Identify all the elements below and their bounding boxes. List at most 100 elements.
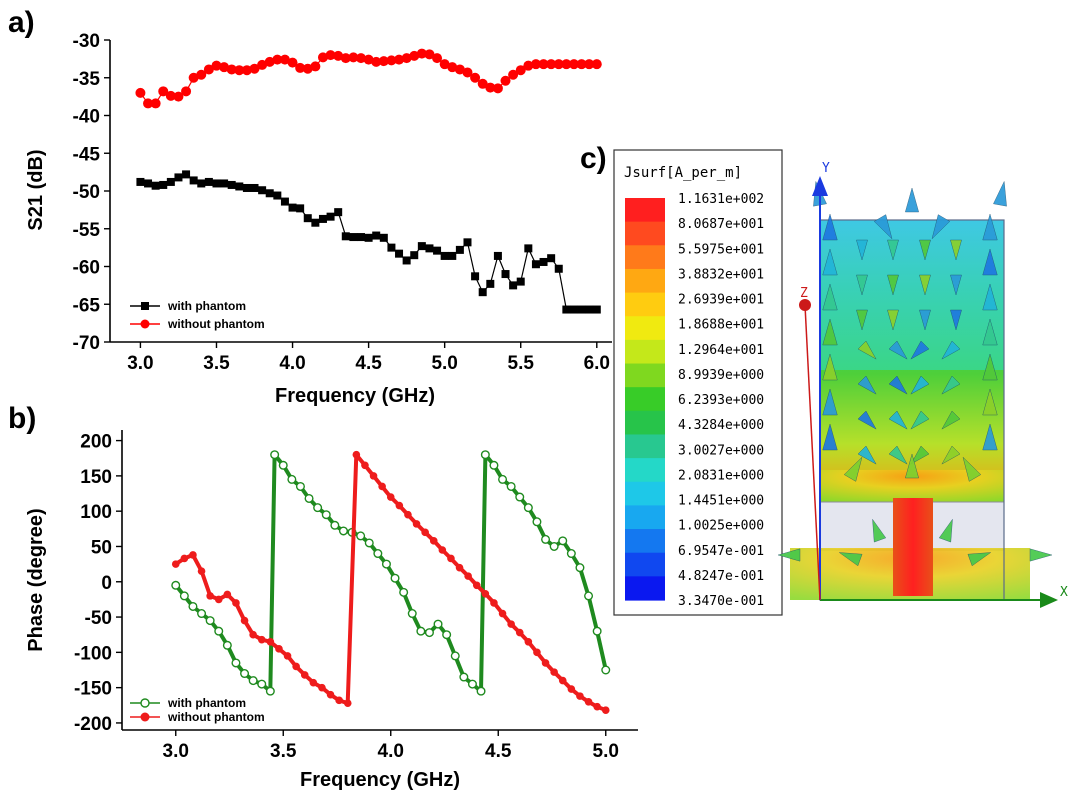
data-point [326,690,335,699]
panel-b-label: b) [8,402,36,435]
data-point [387,243,396,252]
colorbar-label: 5.5975e+001 [678,242,764,257]
data-point [476,686,486,696]
current-arrow [982,353,998,381]
current-arrow [919,274,931,296]
data-point [584,591,594,601]
current-arrow [822,318,838,346]
colorbar-label: 3.3470e-001 [678,594,764,609]
current-arrow [910,340,930,360]
data-point [273,191,282,200]
data-point [489,460,499,470]
current-arrow [822,423,838,451]
antenna-upper-region [820,220,1004,370]
data-point [349,233,358,242]
y-tick-label: -40 [73,107,100,128]
data-point [303,214,312,223]
data-point [492,83,503,94]
current-arrow [982,388,998,416]
data-point [333,50,344,61]
current-arrow [873,214,893,240]
data-point [279,54,290,65]
data-point [562,305,571,314]
series-line-0 [174,452,608,694]
current-arrow [888,410,908,430]
data-point [341,232,350,241]
data-point [507,620,515,628]
data-point [373,549,383,559]
data-point [500,75,511,86]
data-point [386,55,397,66]
data-point [278,460,288,470]
data-point [550,668,558,676]
data-point [567,685,576,693]
data-point [272,54,283,65]
data-point [180,554,189,563]
data-point [450,651,460,661]
data-point [248,676,258,686]
data-point [478,288,487,297]
y-tick-label: 0 [101,573,112,594]
x-tick-label: 3.0 [127,353,153,374]
data-point [275,645,283,653]
data-point [553,59,564,70]
data-point [506,481,516,491]
data-point [364,233,373,242]
data-point [523,60,534,71]
data-point [481,589,490,598]
current-arrow [822,283,838,311]
current-arrow [872,518,887,543]
z-axis-line [804,304,821,601]
current-arrow [982,423,998,451]
data-point [539,257,548,266]
data-point [283,652,292,660]
current-arrow [982,318,998,346]
data-point [310,61,321,72]
data-point [592,626,602,636]
current-arrow [888,445,908,465]
colorbar: Jsurf[A_per_m] 1.1631e+002 8.0687e+001 5.5… [613,149,783,616]
current-arrow [857,445,877,465]
data-point [410,251,419,260]
panel-a-series [135,48,602,314]
colorbar-label: 1.8688e+001 [678,318,764,333]
data-point [304,493,314,503]
data-point [592,305,601,314]
data-point [531,260,540,269]
colorbar-swatch [625,198,665,223]
data-point [498,474,508,484]
data-point [454,64,465,75]
series-line-1 [174,452,607,713]
data-point [412,520,421,528]
colorbar-swatch [625,458,665,483]
current-arrow [905,453,919,479]
data-point [601,665,611,675]
data-point [334,208,343,217]
y-axis-arrowhead [812,176,828,196]
data-point [455,563,464,572]
data-point [212,179,221,188]
x-tick-label: 3.0 [163,741,189,762]
data-point [356,53,366,64]
data-point [189,176,198,185]
panel-a-axes: 3.0 3.5 4.0 4.5 5.0 5.5 6.0 -70 -65 -60 -55 -50 -45 -… [73,31,612,374]
data-point [569,305,578,314]
colorbar-swatch [625,221,665,246]
current-arrow [938,518,953,543]
current-arrow [941,375,961,395]
data-point [159,180,168,189]
data-point [179,591,189,601]
y-tick-label: -50 [85,608,112,629]
data-point [258,186,267,195]
legend-label: with phantom [167,299,246,313]
panel-a-chart: a) 3.0 3.5 4.0 4.5 5.0 5.5 6.0 -70 -65 -60 -55 -50 -… [8,6,612,407]
data-point [486,279,495,288]
x-tick-label: 4.0 [279,353,305,374]
data-point [223,590,232,599]
data-point [576,59,587,70]
data-point [257,59,268,70]
data-point [541,534,551,544]
data-point [404,510,412,519]
x-tick-label: 6.0 [584,353,610,374]
data-point [477,78,488,89]
